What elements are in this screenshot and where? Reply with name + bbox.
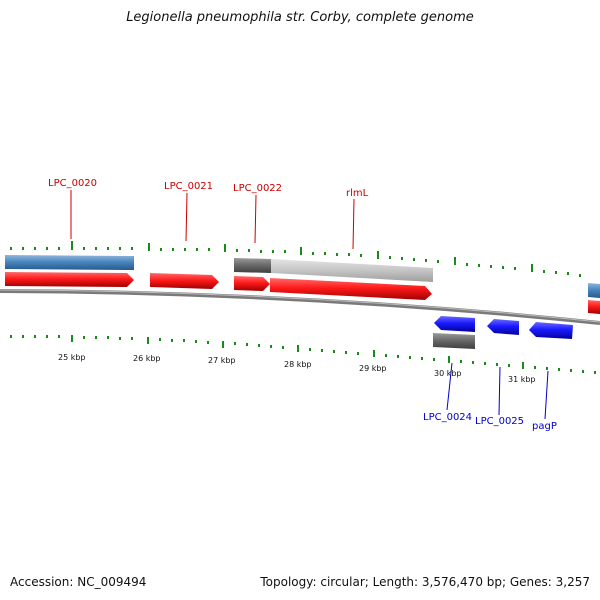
gene-label-lpc0021[interactable]: LPC_0021	[164, 181, 213, 192]
gene-label-rlml[interactable]: rlmL	[346, 188, 369, 199]
lower-tick-track	[10, 335, 596, 374]
scale-label: 28 kbp	[284, 360, 312, 369]
accession-text: Accession: NC_009494	[10, 575, 147, 589]
scale-label: 30 kbp	[434, 369, 462, 378]
upper-tick-track	[10, 241, 581, 277]
map-title: Legionella pneumophila str. Corby, compl…	[126, 10, 474, 25]
cds-pagp[interactable]	[529, 322, 573, 339]
gene-label-lpc0020[interactable]: LPC_0020	[48, 178, 97, 189]
gene-label-lpc0024[interactable]: LPC_0024	[423, 412, 472, 423]
scale-label: 26 kbp	[133, 354, 161, 363]
label-leaders	[70, 190, 549, 420]
gene-feature-lpc0022[interactable]	[234, 258, 271, 273]
cds-edge[interactable]	[588, 300, 600, 314]
cds-lpc0020[interactable]	[5, 272, 134, 287]
cds-lpc0021[interactable]	[150, 273, 219, 289]
gene-label-lpc0025[interactable]: LPC_0025	[475, 416, 524, 427]
scale-label: 27 kbp	[208, 356, 236, 365]
gene-feature-edge[interactable]	[588, 283, 600, 298]
cds-lpc0024[interactable]	[434, 316, 475, 332]
cds-lpc0025[interactable]	[487, 319, 519, 335]
gene-feature-rlml[interactable]	[271, 259, 433, 282]
scale-label: 31 kbp	[508, 375, 536, 384]
gene-label-lpc0022[interactable]: LPC_0022	[233, 183, 282, 194]
cds-rlml[interactable]	[270, 278, 432, 300]
cds-lpc0022[interactable]	[234, 276, 270, 291]
gene-feature-lpc0024[interactable]	[433, 333, 475, 349]
scale-label: 29 kbp	[359, 364, 387, 373]
gene-label-pagp[interactable]: pagP	[532, 421, 557, 432]
genome-backbone	[0, 289, 600, 325]
gene-feature-lpc0020[interactable]	[5, 255, 134, 270]
genome-summary-text: Topology: circular; Length: 3,576,470 bp…	[260, 575, 590, 589]
scale-label: 25 kbp	[58, 353, 86, 362]
